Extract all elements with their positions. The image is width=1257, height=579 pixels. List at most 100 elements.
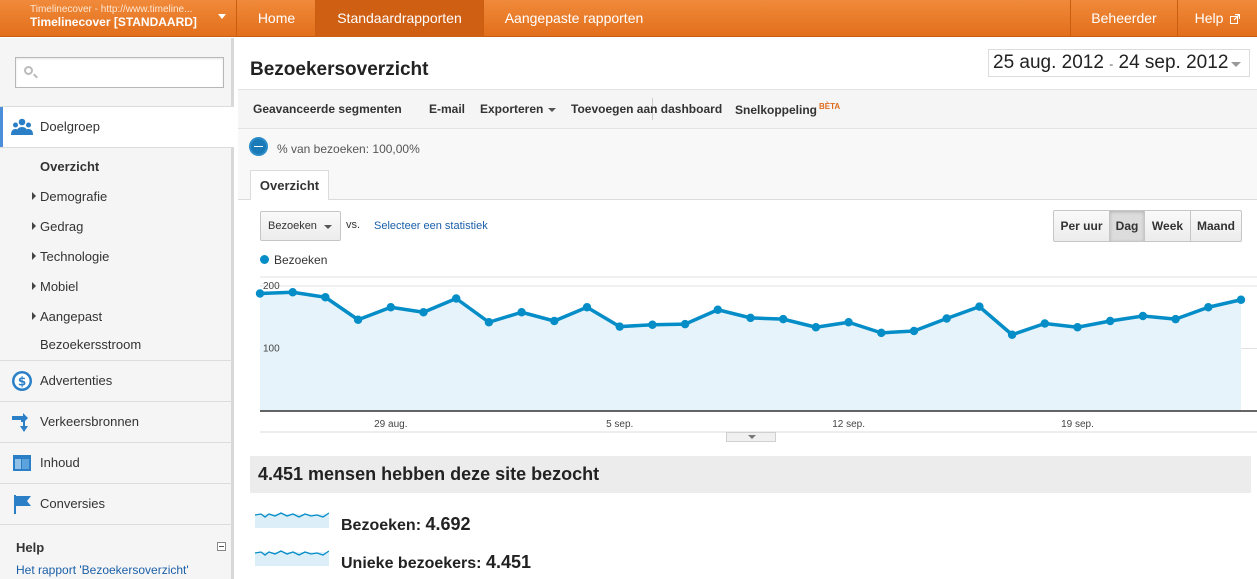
nav-custom-reports[interactable]: Aangepaste rapporten (504, 10, 644, 26)
chevron-down-icon (1231, 62, 1241, 67)
sidebar-subitem-custom[interactable]: Aangepast (40, 309, 103, 324)
x-tick-label: 29 aug. (374, 419, 407, 430)
beta-badge: BÈTA (819, 102, 841, 111)
sidebar-subitem-mobile[interactable]: Mobiel (40, 279, 79, 294)
data-point[interactable] (877, 328, 886, 338)
expand-arrow-icon (32, 222, 36, 230)
shortcut-button[interactable]: Snelkoppeling BÈTA (735, 102, 840, 117)
date-range-picker[interactable]: 25 aug. 2012 - 24 sep. 2012 (988, 49, 1250, 77)
data-point[interactable] (582, 303, 592, 312)
shortcut-label: Snelkoppeling (735, 103, 818, 117)
tab-overview[interactable]: Overzicht (250, 170, 329, 200)
account-selector[interactable]: Timelinecover - http://www.timeline... T… (0, 0, 237, 37)
data-point[interactable] (1236, 295, 1246, 304)
granularity-month-button[interactable]: Maand (1196, 219, 1235, 233)
export-label: Exporteren (480, 102, 544, 116)
granularity-week-button[interactable]: Week (1145, 211, 1191, 241)
nav-help-label: Help (1194, 10, 1224, 26)
sidebar-item-verkeersbronnen[interactable]: Verkeersbronnen (0, 402, 234, 442)
data-point[interactable] (942, 314, 951, 323)
data-point[interactable] (779, 314, 788, 324)
summary-headline: 4.451 mensen hebben deze site bezocht (258, 464, 600, 484)
data-point[interactable] (1138, 311, 1148, 321)
report-toolbar: Geavanceerde segmenten E-mail Exporteren… (238, 89, 1257, 129)
sidebar-item-conversies[interactable]: Conversies (0, 484, 234, 524)
data-point[interactable] (648, 320, 657, 329)
data-point[interactable] (1171, 314, 1180, 324)
data-point[interactable] (255, 289, 265, 298)
data-point[interactable] (1040, 319, 1050, 328)
select-statistic-link[interactable]: Selecteer een statistiek (374, 220, 488, 232)
nav-help[interactable]: Help (1178, 0, 1257, 37)
data-point[interactable] (353, 315, 363, 324)
data-point[interactable] (615, 322, 624, 331)
granularity-day-button[interactable]: Dag (1110, 211, 1145, 241)
data-point[interactable] (844, 318, 853, 327)
data-point[interactable] (288, 288, 297, 297)
data-point[interactable] (975, 302, 984, 311)
export-button[interactable]: Exporteren (480, 102, 557, 116)
data-point[interactable] (746, 313, 755, 323)
external-link-icon (1230, 13, 1241, 24)
data-point[interactable] (1007, 330, 1017, 339)
sidebar: Doelgroep Overzicht Demografie Gedrag Te… (0, 38, 234, 579)
data-point[interactable] (713, 305, 722, 314)
add-to-dashboard-button[interactable]: Toevoegen aan dashboard (571, 102, 723, 116)
data-point[interactable] (909, 326, 919, 336)
search-input[interactable] (15, 57, 224, 88)
y-tick-label: 200 (263, 281, 280, 292)
data-point[interactable] (550, 316, 559, 326)
granularity-hourly-button[interactable]: Per uur (1054, 211, 1110, 241)
data-point[interactable] (517, 308, 526, 317)
sidebar-subitem-demographics[interactable]: Demografie (40, 189, 108, 204)
data-point[interactable] (321, 293, 330, 302)
account-name: Timelinecover [STANDAARD] (30, 15, 197, 29)
sidebar-subitem-visitor-flow[interactable]: Bezoekersstroom (40, 337, 142, 352)
sidebar-divider (0, 401, 234, 402)
dollar-icon: $ (12, 371, 32, 391)
data-point[interactable] (1204, 303, 1213, 312)
advanced-segments-button[interactable]: Geavanceerde segmenten (253, 102, 402, 116)
search-icon (24, 66, 33, 75)
sidebar-subitem-behavior[interactable]: Gedrag (40, 219, 84, 234)
nav-divider (1177, 0, 1178, 37)
sidebar-subitem-technology[interactable]: Technologie (40, 249, 110, 264)
data-point[interactable] (811, 323, 821, 332)
data-point[interactable] (386, 303, 395, 312)
data-point[interactable] (1106, 316, 1115, 326)
sidebar-divider (0, 524, 234, 525)
x-tick-label: 5 sep. (606, 419, 633, 430)
sidebar-item-advertenties[interactable]: $ Advertenties (0, 361, 234, 401)
nav-standard-reports[interactable]: Standaardrapporten (316, 0, 483, 37)
page-title: Bezoekersoverzicht (250, 59, 429, 80)
visits-stat: Bezoeken: 4.692 (341, 514, 471, 535)
sidebar-item-label: Advertenties (40, 373, 113, 388)
content-icon (13, 455, 31, 471)
data-point[interactable] (484, 318, 494, 327)
metric-dropdown[interactable]: Bezoeken (260, 211, 341, 241)
sidebar-item-doelgroep[interactable]: Doelgroep (0, 107, 234, 147)
expand-arrow-icon (32, 312, 36, 320)
data-point[interactable] (680, 319, 690, 329)
unique-visitors-stat-value: 4.451 (485, 552, 532, 572)
email-button[interactable]: E-mail (429, 102, 466, 116)
nav-home[interactable]: Home (257, 10, 296, 26)
data-point[interactable] (452, 294, 461, 303)
segment-pie-icon[interactable] (249, 137, 268, 156)
collapse-icon[interactable] (217, 542, 226, 551)
y-tick-label: 100 (263, 344, 280, 355)
visits-stat-value: 4.692 (425, 514, 471, 534)
data-point[interactable] (419, 308, 428, 317)
nav-divider (1070, 0, 1071, 37)
data-point[interactable] (1073, 323, 1082, 332)
nav-divider (315, 0, 316, 37)
expand-arrow-icon (32, 252, 36, 260)
nav-admin[interactable]: Beheerder (1091, 10, 1157, 26)
visits-stat-label: Bezoeken: (341, 517, 422, 534)
help-title: Help (16, 540, 45, 555)
sidebar-subitem-overview[interactable]: Overzicht (40, 159, 100, 174)
help-link[interactable]: Het rapport 'Bezoekersoverzicht' (16, 563, 189, 577)
sidebar-item-inhoud[interactable]: Inhoud (0, 443, 234, 483)
tab-divider (238, 199, 1257, 200)
chart-collapse-handle[interactable] (726, 432, 776, 442)
